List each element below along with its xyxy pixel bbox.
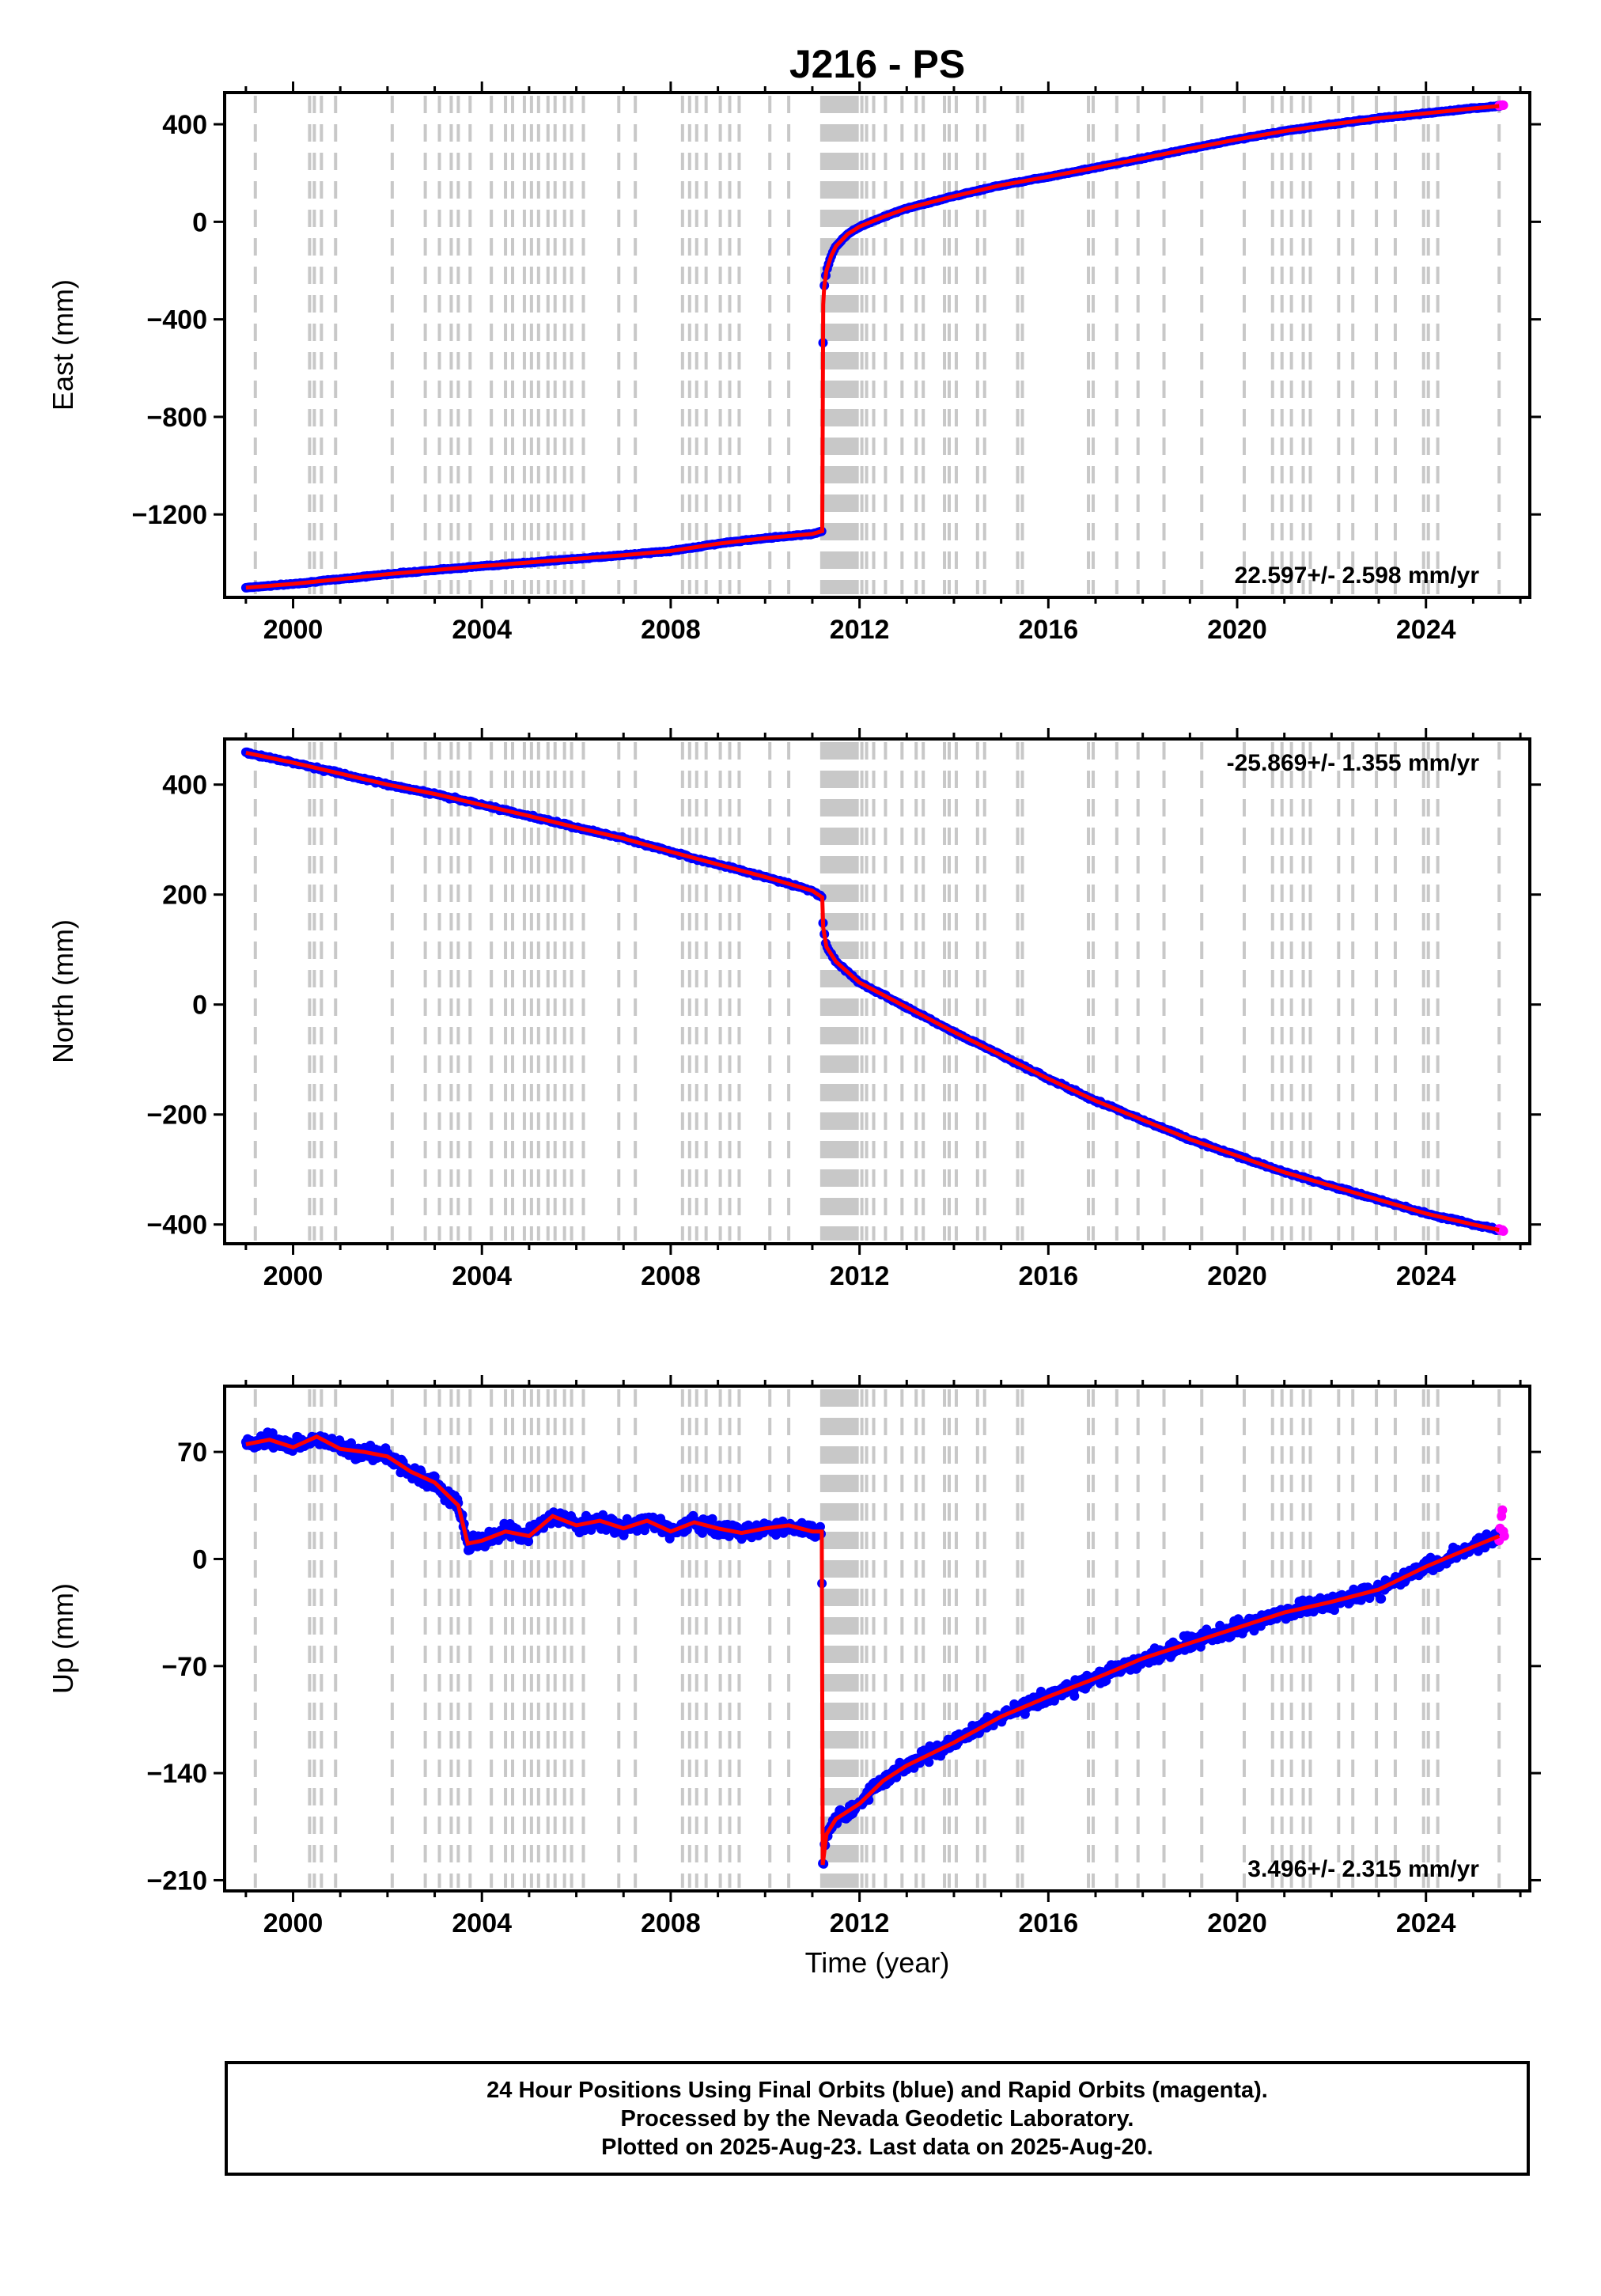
footer-line-2: Processed by the Nevada Geodetic Laborat…: [620, 2105, 1134, 2131]
final-orbit-point: [1069, 1691, 1080, 1701]
final-orbit-point: [346, 1438, 356, 1448]
y-axis-label-up: Up (mm): [47, 1583, 79, 1694]
rapid-orbit-point: [1499, 1531, 1509, 1541]
x-tick-label: 2000: [263, 1261, 324, 1291]
x-tick-label: 2004: [452, 1261, 512, 1291]
points-east: [240, 100, 1508, 593]
final-orbit-point: [430, 1472, 440, 1482]
y-tick-label: 0: [192, 1544, 207, 1574]
plot-frame-east: [223, 91, 1531, 599]
x-tick-label: 2008: [641, 1261, 701, 1291]
model-fit-line-up: [245, 1434, 1501, 1866]
model-fit-line-east: [245, 104, 1500, 590]
x-tick-label: 2016: [1018, 615, 1078, 645]
x-tick-label: 2020: [1207, 1908, 1267, 1938]
y-tick-label: 0: [192, 991, 207, 1021]
rate-label-east: 22.597+/- 2.598 mm/yr: [1235, 563, 1480, 589]
x-tick-label: 2000: [263, 615, 324, 645]
y-tick-label: −140: [146, 1759, 207, 1789]
x-tick-label: 2008: [641, 615, 701, 645]
plot-frame-up: [223, 1385, 1531, 1892]
y-tick-label: −400: [146, 305, 207, 335]
x-tick-label: 2016: [1018, 1261, 1078, 1291]
y-tick-label: 400: [162, 110, 207, 140]
y-tick-label: 200: [162, 881, 207, 911]
rapid-orbit-point: [1497, 1505, 1508, 1515]
step-lines-east: [253, 96, 1501, 594]
panel-east: 400 0 −400 −800 −1200 2000 2004 2008 2012 2016 202…: [47, 81, 1541, 645]
x-tick-label: 2024: [1396, 1261, 1456, 1291]
panel-up: 70 0 −70 −140 −210 2000 2004 2008 2012 2016 2020 20…: [47, 1375, 1541, 1938]
y-tick-label: −200: [146, 1101, 207, 1131]
final-orbit-point: [1376, 1593, 1387, 1604]
x-axis-label: Time (year): [805, 1946, 950, 1979]
x-tick-label: 2000: [263, 1908, 324, 1938]
footer-line-3: Plotted on 2025-Aug-23. Last data on 202…: [601, 2134, 1153, 2160]
y-tick-label: −70: [161, 1652, 207, 1682]
x-tick-label: 2024: [1396, 1908, 1456, 1938]
final-orbit-point: [816, 1521, 825, 1532]
x-tick-label: 2008: [641, 1908, 701, 1938]
footer-line-1: 24 Hour Positions Using Final Orbits (bl…: [486, 2077, 1268, 2103]
y-tick-label: −400: [146, 1211, 207, 1241]
x-tick-label: 2012: [830, 1261, 890, 1291]
y-axis-label-north: North (mm): [47, 919, 79, 1063]
rapid-orbit-point: [1498, 1226, 1508, 1237]
x-tick-label: 2004: [452, 615, 512, 645]
model-fit-line-north: [245, 750, 1500, 1233]
y-tick-label: 70: [177, 1438, 207, 1468]
y-tick-label: −1200: [132, 500, 208, 530]
x-tick-label: 2016: [1018, 1908, 1078, 1938]
y-tick-label: −210: [146, 1866, 207, 1896]
y-tick-label: 0: [192, 207, 207, 237]
footer-note: 24 Hour Positions Using Final Orbits (bl…: [225, 2061, 1530, 2176]
y-tick-label: 400: [162, 771, 207, 801]
rate-label-north: -25.869+/- 1.355 mm/yr: [1227, 750, 1480, 776]
plot-frame-north: [223, 737, 1531, 1245]
y-tick-label: −800: [146, 403, 207, 433]
x-tick-label: 2012: [830, 615, 890, 645]
rapid-orbit-point: [1498, 100, 1508, 111]
rate-label-up: 3.496+/- 2.315 mm/yr: [1247, 1856, 1479, 1882]
final-orbit-point: [524, 1536, 534, 1547]
x-tick-label: 2020: [1207, 615, 1267, 645]
final-orbit-point: [707, 1514, 717, 1524]
x-tick-label: 2004: [452, 1908, 512, 1938]
x-tick-label: 2020: [1207, 1261, 1267, 1291]
x-tick-label: 2024: [1396, 615, 1456, 645]
final-orbit-point: [924, 1757, 934, 1767]
final-orbit-point: [1330, 1605, 1339, 1616]
x-tick-label: 2012: [830, 1908, 890, 1938]
y-axis-label-east: East (mm): [47, 279, 79, 411]
step-lines-up: [253, 1389, 1501, 1888]
figure-title: J216 - PS: [789, 42, 965, 86]
